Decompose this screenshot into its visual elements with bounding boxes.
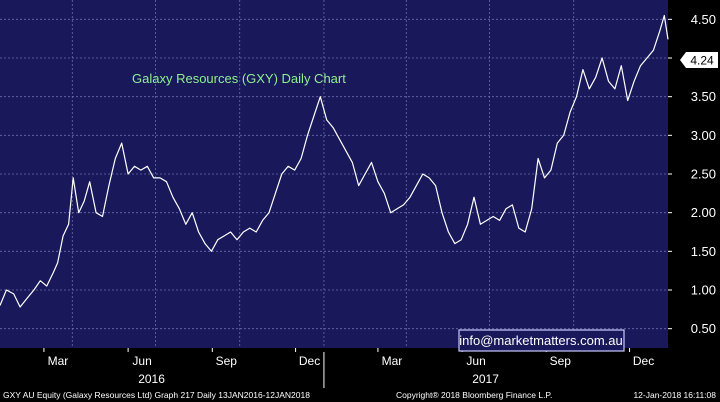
last-price-box xyxy=(686,52,718,68)
last-price-pointer xyxy=(680,52,686,68)
x-tick-label: Dec xyxy=(299,354,320,368)
y-tick-label: 0.50 xyxy=(691,321,716,336)
watermark-box: info@marketmatters.com.au xyxy=(458,329,625,352)
y-tick-label: 2.00 xyxy=(691,205,716,220)
x-axis-year-labels: 2016 2017 xyxy=(138,352,499,388)
x-tick-label: Sep xyxy=(216,354,238,368)
x-axis-ticks: Mar Jun Sep Dec Mar Jun Sep Dec xyxy=(43,348,654,368)
grid-lines xyxy=(0,0,668,348)
y-tick-label: 1.00 xyxy=(691,283,716,298)
x-year-label: 2016 xyxy=(138,372,165,386)
chart-title: Galaxy Resources (GXY) Daily Chart xyxy=(132,71,346,86)
x-tick-label: Jun xyxy=(466,354,485,368)
y-tick-label: 1.50 xyxy=(691,244,716,259)
y-tick-label: 3.00 xyxy=(691,128,716,143)
price-series-line xyxy=(0,14,669,308)
y-tick-label: 2.50 xyxy=(691,167,716,182)
x-tick-label: Jun xyxy=(132,354,151,368)
footer-right: 12-Jan-2018 16:11:08 xyxy=(633,390,716,400)
last-price-label: 4.24 xyxy=(690,54,714,68)
x-year-label: 2017 xyxy=(472,372,499,386)
watermark-border xyxy=(458,329,625,352)
x-tick-label: Sep xyxy=(550,354,572,368)
x-tick-label: Dec xyxy=(633,354,654,368)
x-tick-label: Mar xyxy=(382,354,403,368)
y-tick-label: 3.50 xyxy=(691,89,716,104)
footer-left: GXY AU Equity (Galaxy Resources Ltd) Gra… xyxy=(3,390,310,400)
x-tick-label: Mar xyxy=(48,354,69,368)
last-price-flag: 4.24 xyxy=(680,52,718,68)
y-tick-label: 4.50 xyxy=(691,12,716,27)
footer-bar: GXY AU Equity (Galaxy Resources Ltd) Gra… xyxy=(3,390,716,400)
footer-center: Copyright® 2018 Bloomberg Finance L.P. xyxy=(396,390,552,400)
watermark-text: info@marketmatters.com.au xyxy=(459,333,622,348)
